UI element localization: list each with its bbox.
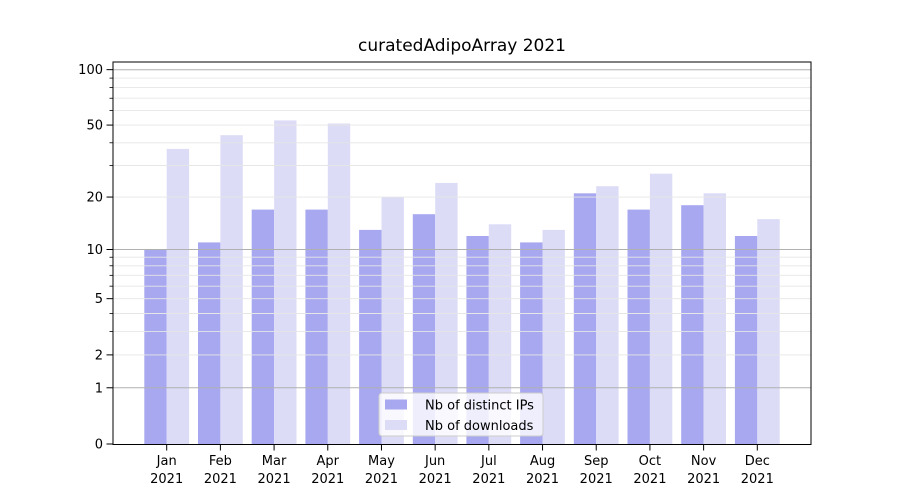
xtick-label-year-aug: 2021 xyxy=(526,472,559,487)
legend-swatch-distinct-ips xyxy=(385,399,407,410)
ytick-label-100: 100 xyxy=(78,63,103,78)
bar-ips-jan xyxy=(144,249,167,445)
ticks-layer xyxy=(106,69,758,451)
bar-downloads-mar xyxy=(274,120,297,445)
bar-ips-oct xyxy=(627,209,650,445)
xtick-label-year-apr: 2021 xyxy=(311,472,344,487)
bar-ips-feb xyxy=(198,242,221,445)
plot-border xyxy=(112,61,812,445)
xtick-label-year-sep: 2021 xyxy=(580,472,613,487)
bar-ips-sep xyxy=(573,193,597,445)
bar-downloads-apr xyxy=(327,123,351,445)
bar-ips-nov xyxy=(681,205,704,445)
ytick-label-1: 1 xyxy=(95,381,103,396)
xtick-label-year-oct: 2021 xyxy=(633,472,666,487)
xtick-label-month-jul: Jul xyxy=(480,454,497,469)
bar-downloads-sep xyxy=(596,186,619,445)
xtick-label-month-may: May xyxy=(368,454,395,469)
bar-downloads-jul xyxy=(488,224,512,445)
bar-ips-apr xyxy=(305,209,328,445)
bar-downloads-nov xyxy=(703,193,726,445)
bar-downloads-jan xyxy=(166,148,190,445)
tick-labels-layer: 0 1 2 5 10 20 50 100 Jan 2021 Feb 2021 Mar 2021 Apr 202… xyxy=(78,63,774,487)
xtick-label-month-jan: Jan xyxy=(156,454,177,469)
ytick-label-10: 10 xyxy=(86,243,103,258)
xtick-label-month-jun: Jun xyxy=(424,454,445,469)
ytick-label-50: 50 xyxy=(86,119,103,134)
xtick-label-year-jul: 2021 xyxy=(472,472,505,487)
xtick-label-month-aug: Aug xyxy=(530,454,555,469)
legend-swatch-downloads xyxy=(385,420,407,430)
xtick-label-year-nov: 2021 xyxy=(687,472,720,487)
gridlines-layer xyxy=(113,69,811,389)
xtick-label-year-may: 2021 xyxy=(365,472,398,487)
xtick-label-year-mar: 2021 xyxy=(258,472,291,487)
xtick-label-month-apr: Apr xyxy=(317,454,340,469)
xtick-label-year-jun: 2021 xyxy=(419,472,452,487)
xtick-label-year-jan: 2021 xyxy=(150,472,183,487)
bar-downloads-oct xyxy=(649,173,673,445)
xtick-label-month-nov: Nov xyxy=(691,454,717,469)
legend-label-downloads: Nb of downloads xyxy=(425,419,534,434)
bar-downloads-feb xyxy=(220,135,243,445)
xtick-label-year-dec: 2021 xyxy=(741,472,774,487)
bar-ips-may xyxy=(359,229,382,445)
bar-downloads-may xyxy=(381,197,404,445)
ytick-label-2: 2 xyxy=(95,348,103,363)
bar-ips-jul xyxy=(466,236,489,445)
ytick-label-0: 0 xyxy=(95,438,103,453)
chart-title: curatedAdipoArray 2021 xyxy=(358,36,566,56)
legend: Nb of distinct IPs Nb of downloads xyxy=(378,392,544,437)
bar-ips-mar xyxy=(251,209,275,445)
bar-ips-dec xyxy=(734,236,758,445)
ytick-label-20: 20 xyxy=(86,191,103,206)
xtick-label-year-feb: 2021 xyxy=(204,472,237,487)
xtick-label-month-sep: Sep xyxy=(584,454,609,469)
legend-box xyxy=(378,392,544,437)
xtick-label-month-oct: Oct xyxy=(639,454,661,469)
legend-label-distinct-ips: Nb of distinct IPs xyxy=(425,399,534,414)
ytick-label-5: 5 xyxy=(95,292,103,307)
xtick-label-month-mar: Mar xyxy=(262,454,287,469)
xtick-label-month-feb: Feb xyxy=(209,454,232,469)
bar-ips-jun xyxy=(412,214,436,445)
bar-downloads-aug xyxy=(542,229,565,445)
xtick-label-month-dec: Dec xyxy=(745,454,770,469)
